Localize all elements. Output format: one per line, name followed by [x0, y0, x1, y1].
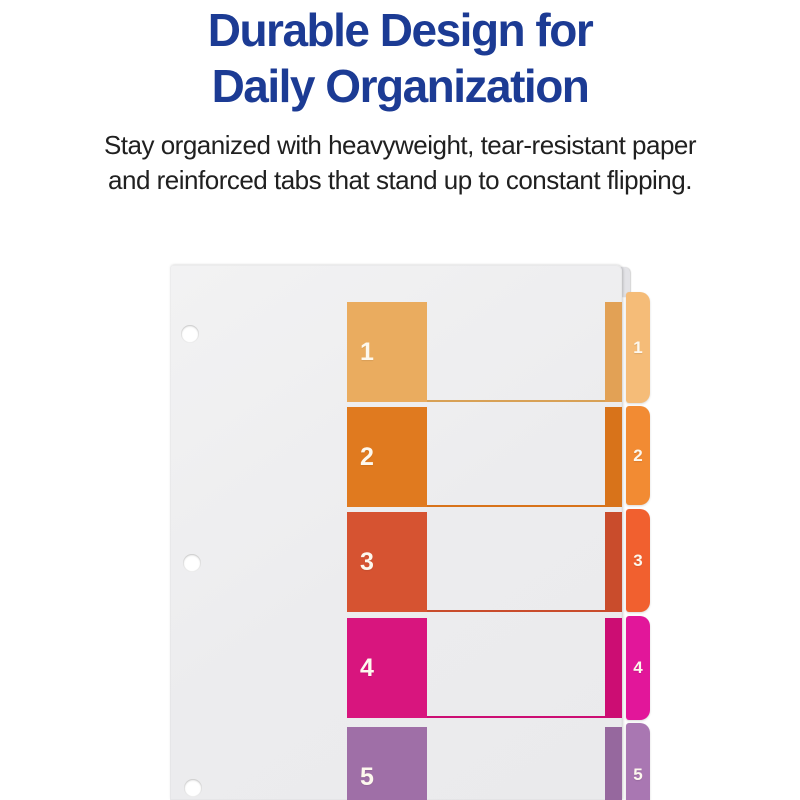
- punch-hole: [184, 779, 202, 797]
- index-tab-number: 3: [633, 550, 643, 570]
- edge-color-strip: [605, 512, 622, 612]
- index-tab: 3: [626, 509, 650, 612]
- toc-block-number: 4: [360, 653, 374, 682]
- headline-line2: Daily Organization: [211, 60, 590, 112]
- toc-color-block: 3: [347, 512, 427, 612]
- toc-color-block: 2: [347, 407, 427, 507]
- index-tab-number: 1: [633, 337, 643, 357]
- toc-block-number: 1: [360, 337, 374, 366]
- toc-row-line: [427, 400, 605, 402]
- edge-color-strip: [605, 407, 622, 507]
- edge-color-strip: [605, 302, 622, 402]
- index-tab: 2: [626, 406, 650, 505]
- toc-block-number: 5: [360, 762, 374, 791]
- index-tab: 4: [626, 616, 650, 720]
- subtitle-line2: and reinforced tabs that stand up to con…: [108, 165, 692, 195]
- toc-block-number: 3: [360, 547, 374, 576]
- subtitle: Stay organized with heavyweight, tear-re…: [0, 128, 800, 198]
- subtitle-line1: Stay organized with heavyweight, tear-re…: [103, 130, 697, 160]
- toc-row-line: [427, 505, 605, 507]
- toc-row-line: [427, 716, 605, 718]
- index-tab: 5: [626, 723, 650, 800]
- headline: Durable Design for Daily Organization: [0, 2, 800, 114]
- index-tab: 1: [626, 292, 650, 403]
- headline-line1: Durable Design for: [207, 4, 594, 56]
- index-tab-number: 4: [633, 658, 643, 677]
- toc-color-block: 4: [347, 618, 427, 718]
- edge-color-strip: [605, 618, 622, 718]
- punch-hole: [183, 554, 201, 572]
- punch-hole: [181, 325, 199, 343]
- toc-color-block: 1: [347, 302, 427, 402]
- behind-sheet-edge: [620, 267, 630, 297]
- edge-color-strip: [605, 727, 622, 800]
- toc-block-number: 2: [360, 442, 374, 471]
- toc-color-block: 5: [347, 727, 427, 800]
- toc-row-line: [427, 610, 605, 612]
- index-tab-number: 2: [633, 445, 643, 465]
- index-tab-number: 5: [633, 765, 643, 784]
